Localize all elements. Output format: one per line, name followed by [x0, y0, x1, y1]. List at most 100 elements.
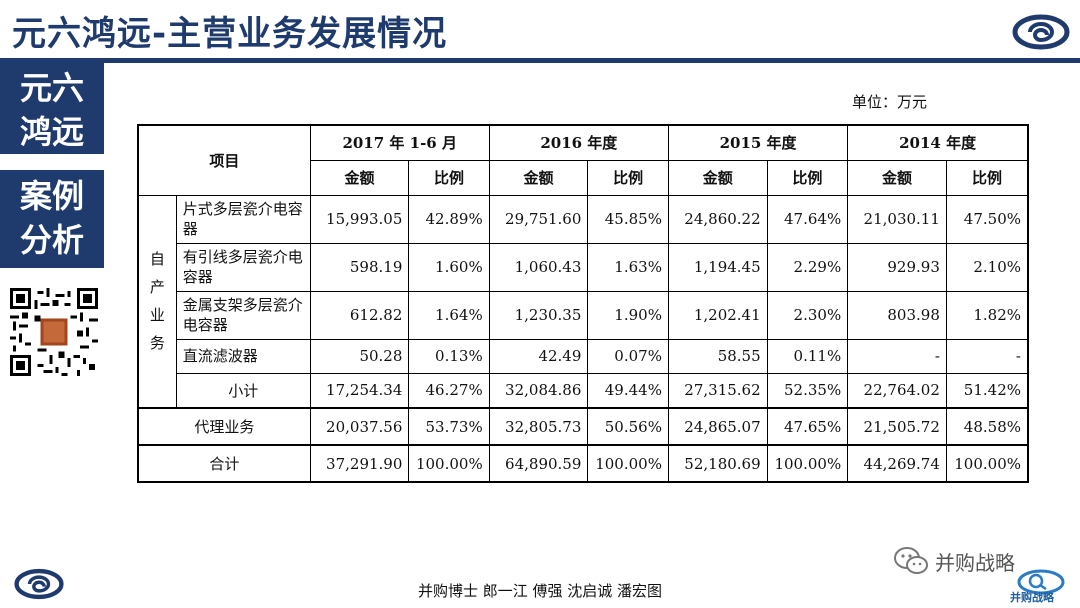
company-logo-icon — [1012, 14, 1070, 50]
header-amount: 金额 — [667, 159, 768, 196]
row-name: 有引线多层瓷介电容器 — [175, 242, 311, 292]
cell-value: 47.64% — [766, 194, 849, 244]
cell-value: - — [945, 338, 1029, 374]
wechat-watermark: 并购战略 — [893, 544, 1043, 578]
cell-value: 22,764.02 — [847, 372, 947, 409]
table-row: 直流滤波器 50.28 0.13% 42.49 0.07% 58.55 0.11… — [138, 338, 1029, 374]
table-row: 有引线多层瓷介电容器 598.19 1.60% 1,060.43 1.63% 1… — [138, 242, 1029, 292]
brand-magnifier-icon — [1017, 569, 1065, 595]
cell-value: 45.85% — [587, 194, 669, 244]
row-name: 代理业务 — [137, 407, 311, 446]
row-name: 金属支架多层瓷介电容器 — [175, 290, 311, 340]
header-period: 2014 年度 — [847, 124, 1029, 161]
agency-row: 代理业务 20,037.56 53.73% 32,805.73 50.56% 2… — [137, 407, 1029, 446]
cell-value: 32,084.86 — [488, 372, 589, 409]
sidebar-company-box: 元六 鸿远 — [0, 62, 104, 154]
cell-value: 100.00% — [587, 444, 669, 483]
wechat-icon — [894, 547, 928, 574]
sidebar-company-line-2: 鸿远 — [19, 113, 84, 151]
company-logo-icon — [14, 568, 64, 600]
cell-value: 1.64% — [408, 290, 490, 340]
cell-value: 53.73% — [408, 407, 490, 446]
subtotal-row: 小计 17,254.34 46.27% 32,084.86 49.44% 27,… — [138, 372, 1029, 409]
cell-value: 52,180.69 — [667, 444, 768, 483]
brand-logo-text: 并购战略 — [1010, 591, 1054, 604]
cell-value: 100.00% — [408, 444, 490, 483]
cell-value: 20,037.56 — [309, 407, 410, 446]
cell-value: 1.60% — [408, 242, 490, 292]
cell-value: 100.00% — [945, 444, 1029, 483]
cell-value: 21,030.11 — [847, 194, 947, 244]
cell-value: 2.30% — [766, 290, 849, 340]
cell-value: 0.13% — [408, 338, 490, 374]
cell-value: 50.28 — [309, 338, 410, 374]
sidebar-company-line-1: 元六 — [19, 69, 84, 107]
table-row: 自产业务 片式多层瓷介电容器 15,993.05 42.89% 29,751.6… — [137, 194, 1029, 409]
cell-value: 0.11% — [766, 338, 849, 374]
cell-value: 17,254.34 — [309, 372, 410, 409]
row-name: 片式多层瓷介电容器 — [175, 194, 311, 244]
total-row: 合计 37,291.90 100.00% 64,890.59 100.00% 5… — [137, 444, 1029, 483]
cell-value: 598.19 — [309, 242, 410, 292]
cell-value: 52.35% — [766, 372, 849, 409]
page-title: 元六鸿远-主营业务发展情况 — [12, 14, 448, 54]
header-amount: 金额 — [309, 159, 410, 196]
header-ratio: 比例 — [408, 159, 490, 196]
table-header-row: 项目 2017 年 1-6 月 2016 年度 2015 年度 2014 年度 — [137, 124, 1029, 196]
header-amount: 金额 — [847, 159, 947, 196]
cell-value: 29,751.60 — [488, 194, 589, 244]
cell-value: 42.49 — [488, 338, 589, 374]
cell-value: 47.50% — [945, 194, 1029, 244]
cell-value: 27,315.62 — [667, 372, 768, 409]
cell-value: 64,890.59 — [488, 444, 589, 483]
footer-authors: 并购博士 郎一江 傅强 沈启诚 潘宏图 — [417, 582, 663, 600]
cell-value: 58.55 — [667, 338, 768, 374]
cell-value: 1,202.41 — [667, 290, 768, 340]
sidebar-case-line-2: 分析 — [19, 221, 84, 259]
cell-value: 46.27% — [408, 372, 490, 409]
cell-value: 1.63% — [587, 242, 669, 292]
cell-value: 48.58% — [945, 407, 1029, 446]
cell-value: 51.42% — [945, 372, 1029, 409]
header-ratio: 比例 — [945, 159, 1029, 196]
cell-value: 803.98 — [847, 290, 947, 340]
cell-value: - — [847, 338, 947, 374]
cell-value: 1.82% — [945, 290, 1029, 340]
cell-value: 37,291.90 — [309, 444, 410, 483]
cell-value: 44,269.74 — [847, 444, 947, 483]
cell-value: 47.65% — [766, 407, 849, 446]
cell-value: 24,865.07 — [667, 407, 768, 446]
cell-value: 1,194.45 — [667, 242, 768, 292]
cell-value: 50.56% — [587, 407, 669, 446]
header-period: 2017 年 1-6 月 — [309, 124, 490, 161]
cell-value: 2.10% — [945, 242, 1029, 292]
row-name: 合计 — [137, 444, 311, 483]
title-underline — [0, 58, 1080, 63]
cell-value: 1.90% — [587, 290, 669, 340]
row-name: 小计 — [175, 372, 311, 409]
cell-value: 32,805.73 — [488, 407, 589, 446]
header-ratio: 比例 — [587, 159, 669, 196]
self-business-label: 自产业务 — [137, 194, 177, 409]
header-amount: 金额 — [488, 159, 589, 196]
cell-value: 1,060.43 — [488, 242, 589, 292]
cell-value: 929.93 — [847, 242, 947, 292]
header-ratio: 比例 — [766, 159, 849, 196]
cell-value: 2.29% — [766, 242, 849, 292]
cell-value: 1,230.35 — [488, 290, 589, 340]
row-name: 直流滤波器 — [175, 338, 311, 374]
cell-value: 21,505.72 — [847, 407, 947, 446]
sidebar-case-line-1: 案例 — [19, 177, 84, 215]
cell-value: 15,993.05 — [309, 194, 410, 244]
cell-value: 49.44% — [587, 372, 669, 409]
cell-value: 42.89% — [408, 194, 490, 244]
cell-value: 612.82 — [309, 290, 410, 340]
cell-value: 24,860.22 — [667, 194, 768, 244]
wechat-account-name: 并购战略 — [935, 550, 1015, 575]
table-row: 金属支架多层瓷介电容器 612.82 1.64% 1,230.35 1.90% … — [138, 290, 1029, 340]
revenue-table: 项目 2017 年 1-6 月 2016 年度 2015 年度 2014 年度 … — [137, 124, 1029, 483]
header-period: 2016 年度 — [488, 124, 669, 161]
sidebar-case-box: 案例 分析 — [0, 170, 104, 268]
cell-value: 100.00% — [766, 444, 849, 483]
qr-code-icon — [10, 288, 98, 376]
